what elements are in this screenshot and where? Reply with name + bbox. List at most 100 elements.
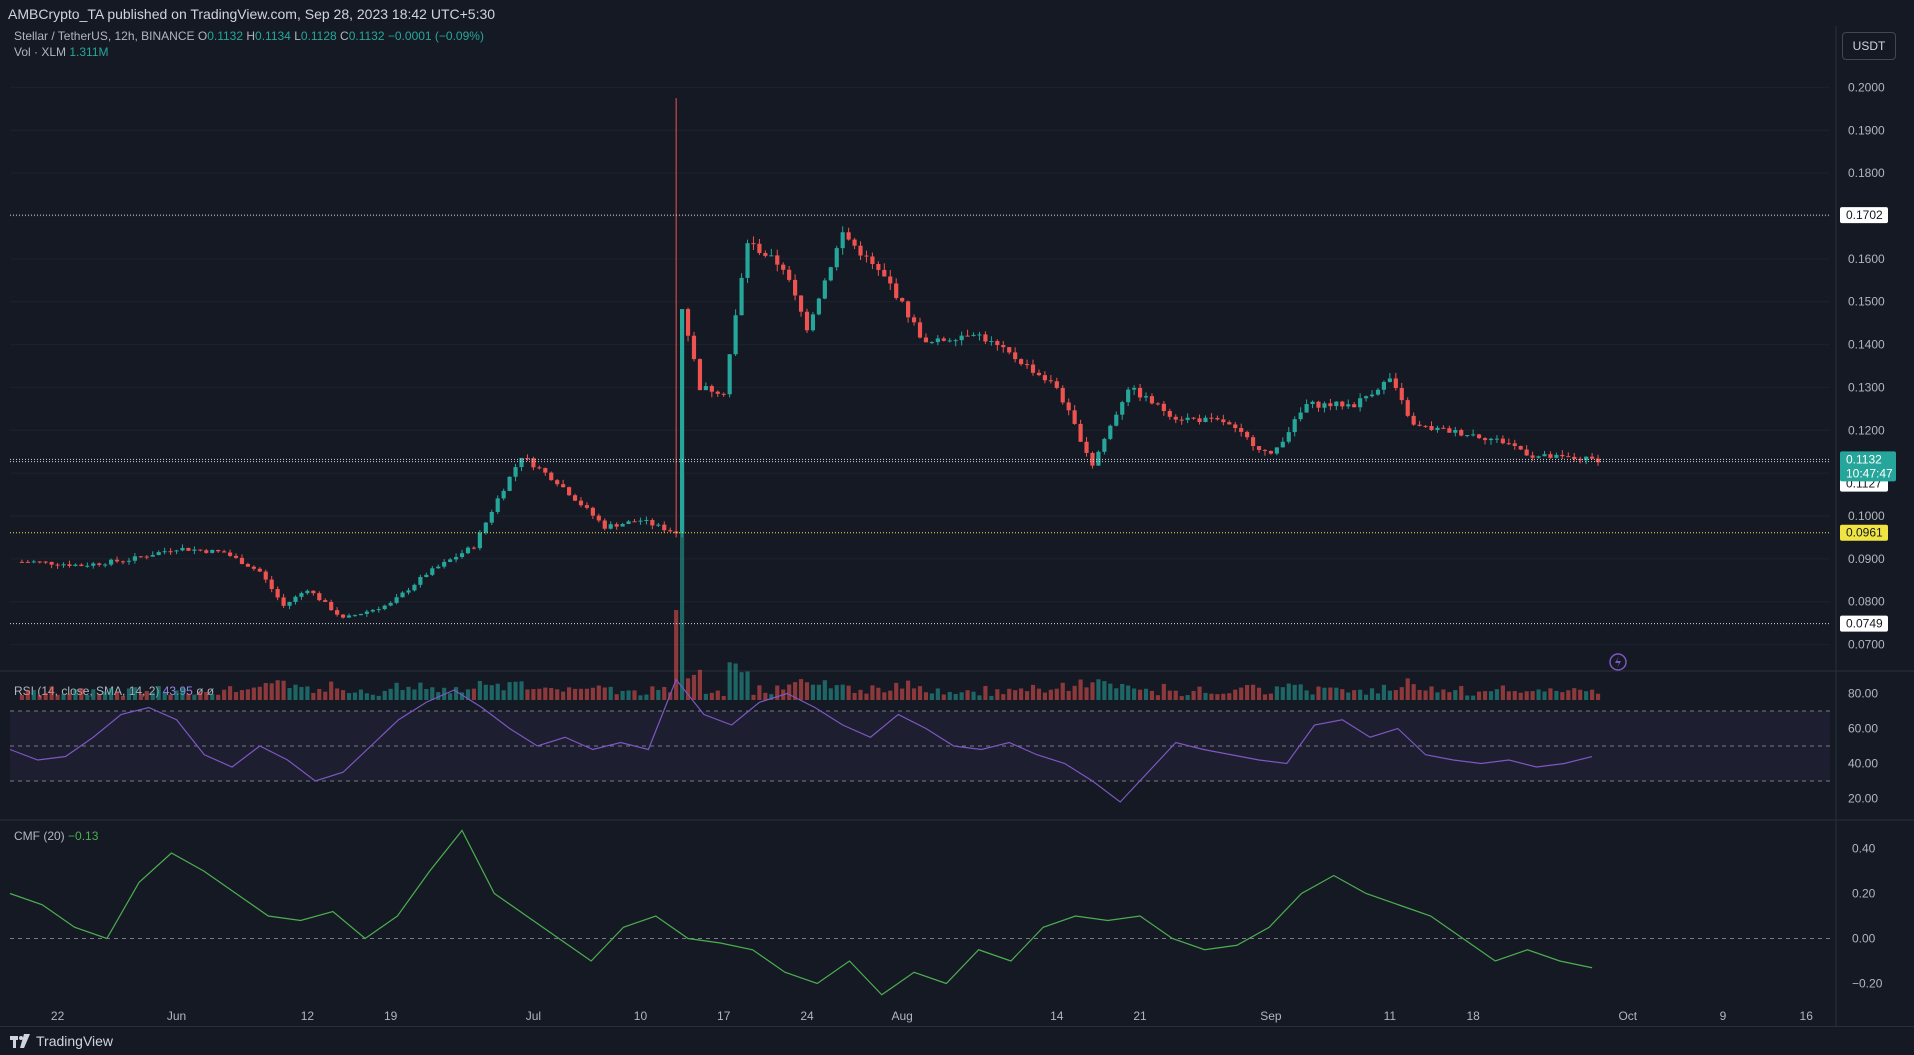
volume-bar xyxy=(406,686,411,700)
volume-bar xyxy=(114,691,120,700)
candle-body xyxy=(911,317,917,323)
cmf-axis-label: 0.00 xyxy=(1852,932,1876,946)
volume-bar xyxy=(91,689,96,700)
candle-body xyxy=(513,467,518,477)
volume-bar xyxy=(668,692,673,700)
volume-bar xyxy=(1137,689,1143,700)
volume-bar xyxy=(1381,684,1387,700)
volume-bar xyxy=(941,694,946,700)
candle-body xyxy=(763,252,768,256)
volume-bar xyxy=(1590,689,1595,700)
volume-bar xyxy=(1262,694,1268,700)
candle-body xyxy=(798,295,804,312)
candle-body xyxy=(685,309,691,336)
candle-body xyxy=(453,557,459,560)
volume-bar xyxy=(727,662,732,700)
time-axis-label: 14 xyxy=(1050,1009,1064,1023)
candle-body xyxy=(1310,401,1315,405)
candle-body xyxy=(216,549,221,552)
candle-body xyxy=(1233,424,1238,429)
candle-body xyxy=(721,393,726,395)
candle-body xyxy=(1572,456,1577,459)
volume-bar xyxy=(638,695,643,700)
volume-bar xyxy=(1447,692,1452,700)
candle-body xyxy=(91,563,96,566)
volume-bar xyxy=(1292,684,1297,700)
candle-body xyxy=(733,315,738,355)
time-axis-label: 11 xyxy=(1384,1009,1397,1023)
volume-bar xyxy=(1298,684,1303,700)
candle-body xyxy=(1024,364,1030,366)
price-chart[interactable]: 0.20000.19000.18000.17000.16000.15000.14… xyxy=(0,26,1914,1026)
volume-bar xyxy=(721,695,726,700)
tradingview-logo[interactable]: TradingView xyxy=(10,1033,113,1049)
replay-icon[interactable] xyxy=(1609,653,1627,671)
candle-body xyxy=(323,600,328,602)
volume-bar xyxy=(572,688,578,700)
volume-bar xyxy=(923,692,929,700)
volume-bar xyxy=(132,687,137,700)
candle-body xyxy=(150,555,155,557)
volume-bar xyxy=(858,689,863,700)
candle-body xyxy=(816,298,821,315)
volume-bar xyxy=(584,688,590,700)
candle-body xyxy=(846,232,851,240)
candle-body xyxy=(364,611,369,614)
candle-body xyxy=(602,520,607,529)
volume-bar xyxy=(1054,688,1059,700)
candle-body xyxy=(549,472,554,481)
volume-bar xyxy=(828,688,833,700)
volume-bar xyxy=(1191,690,1196,700)
volume-bar xyxy=(1595,693,1601,700)
candle-body xyxy=(382,605,387,610)
brand-name: TradingView xyxy=(36,1033,114,1049)
time-axis-label: 24 xyxy=(800,1009,814,1023)
volume-bar xyxy=(335,688,340,700)
volume-bar xyxy=(1411,684,1416,700)
candle-body xyxy=(1459,429,1464,436)
volume-bar xyxy=(697,669,703,700)
candle-body xyxy=(25,561,30,563)
candle-body xyxy=(1482,438,1488,441)
volume-bar xyxy=(614,694,619,700)
volume-bar xyxy=(287,688,292,700)
volume-bar xyxy=(477,680,482,700)
volume-bar xyxy=(501,690,506,700)
volume-bar xyxy=(1155,695,1160,700)
candle-body xyxy=(233,555,239,558)
volume-bar xyxy=(263,683,268,700)
candle-body xyxy=(1072,410,1077,424)
candle-body xyxy=(1036,372,1042,376)
volume-bar xyxy=(281,680,286,700)
volume-bar xyxy=(382,690,387,700)
candle-body xyxy=(1435,427,1440,430)
candle-body xyxy=(1167,411,1172,417)
volume-bar xyxy=(1494,689,1500,700)
volume-bar xyxy=(1405,678,1410,700)
volume-bar xyxy=(715,690,720,700)
candle-body xyxy=(156,552,161,556)
candle-body xyxy=(1179,419,1184,421)
support-low-tag-bg xyxy=(1840,615,1888,632)
candle-body xyxy=(1173,416,1178,420)
candle-body xyxy=(1340,401,1345,407)
volume-bar xyxy=(1393,690,1398,700)
volume-bar xyxy=(430,687,435,700)
volume-bar xyxy=(216,694,221,700)
support-yellow-tag: 0.0961 xyxy=(1846,526,1883,540)
candle-body xyxy=(299,593,304,597)
currency-button[interactable]: USDT xyxy=(1842,32,1896,60)
volume-bar xyxy=(1078,679,1083,700)
volume-bar xyxy=(1013,690,1018,700)
volume-bar xyxy=(1024,691,1030,700)
high-label: H xyxy=(246,29,256,43)
candle-body xyxy=(1001,345,1006,348)
candle-body xyxy=(1387,378,1392,382)
volume-bar xyxy=(1203,692,1208,700)
time-axis-label: Jun xyxy=(167,1009,186,1023)
volume-bar xyxy=(578,688,584,700)
volume-bar xyxy=(269,683,274,700)
candle-body xyxy=(1209,417,1214,419)
volume-bar xyxy=(453,687,459,700)
volume-bar xyxy=(983,685,988,700)
